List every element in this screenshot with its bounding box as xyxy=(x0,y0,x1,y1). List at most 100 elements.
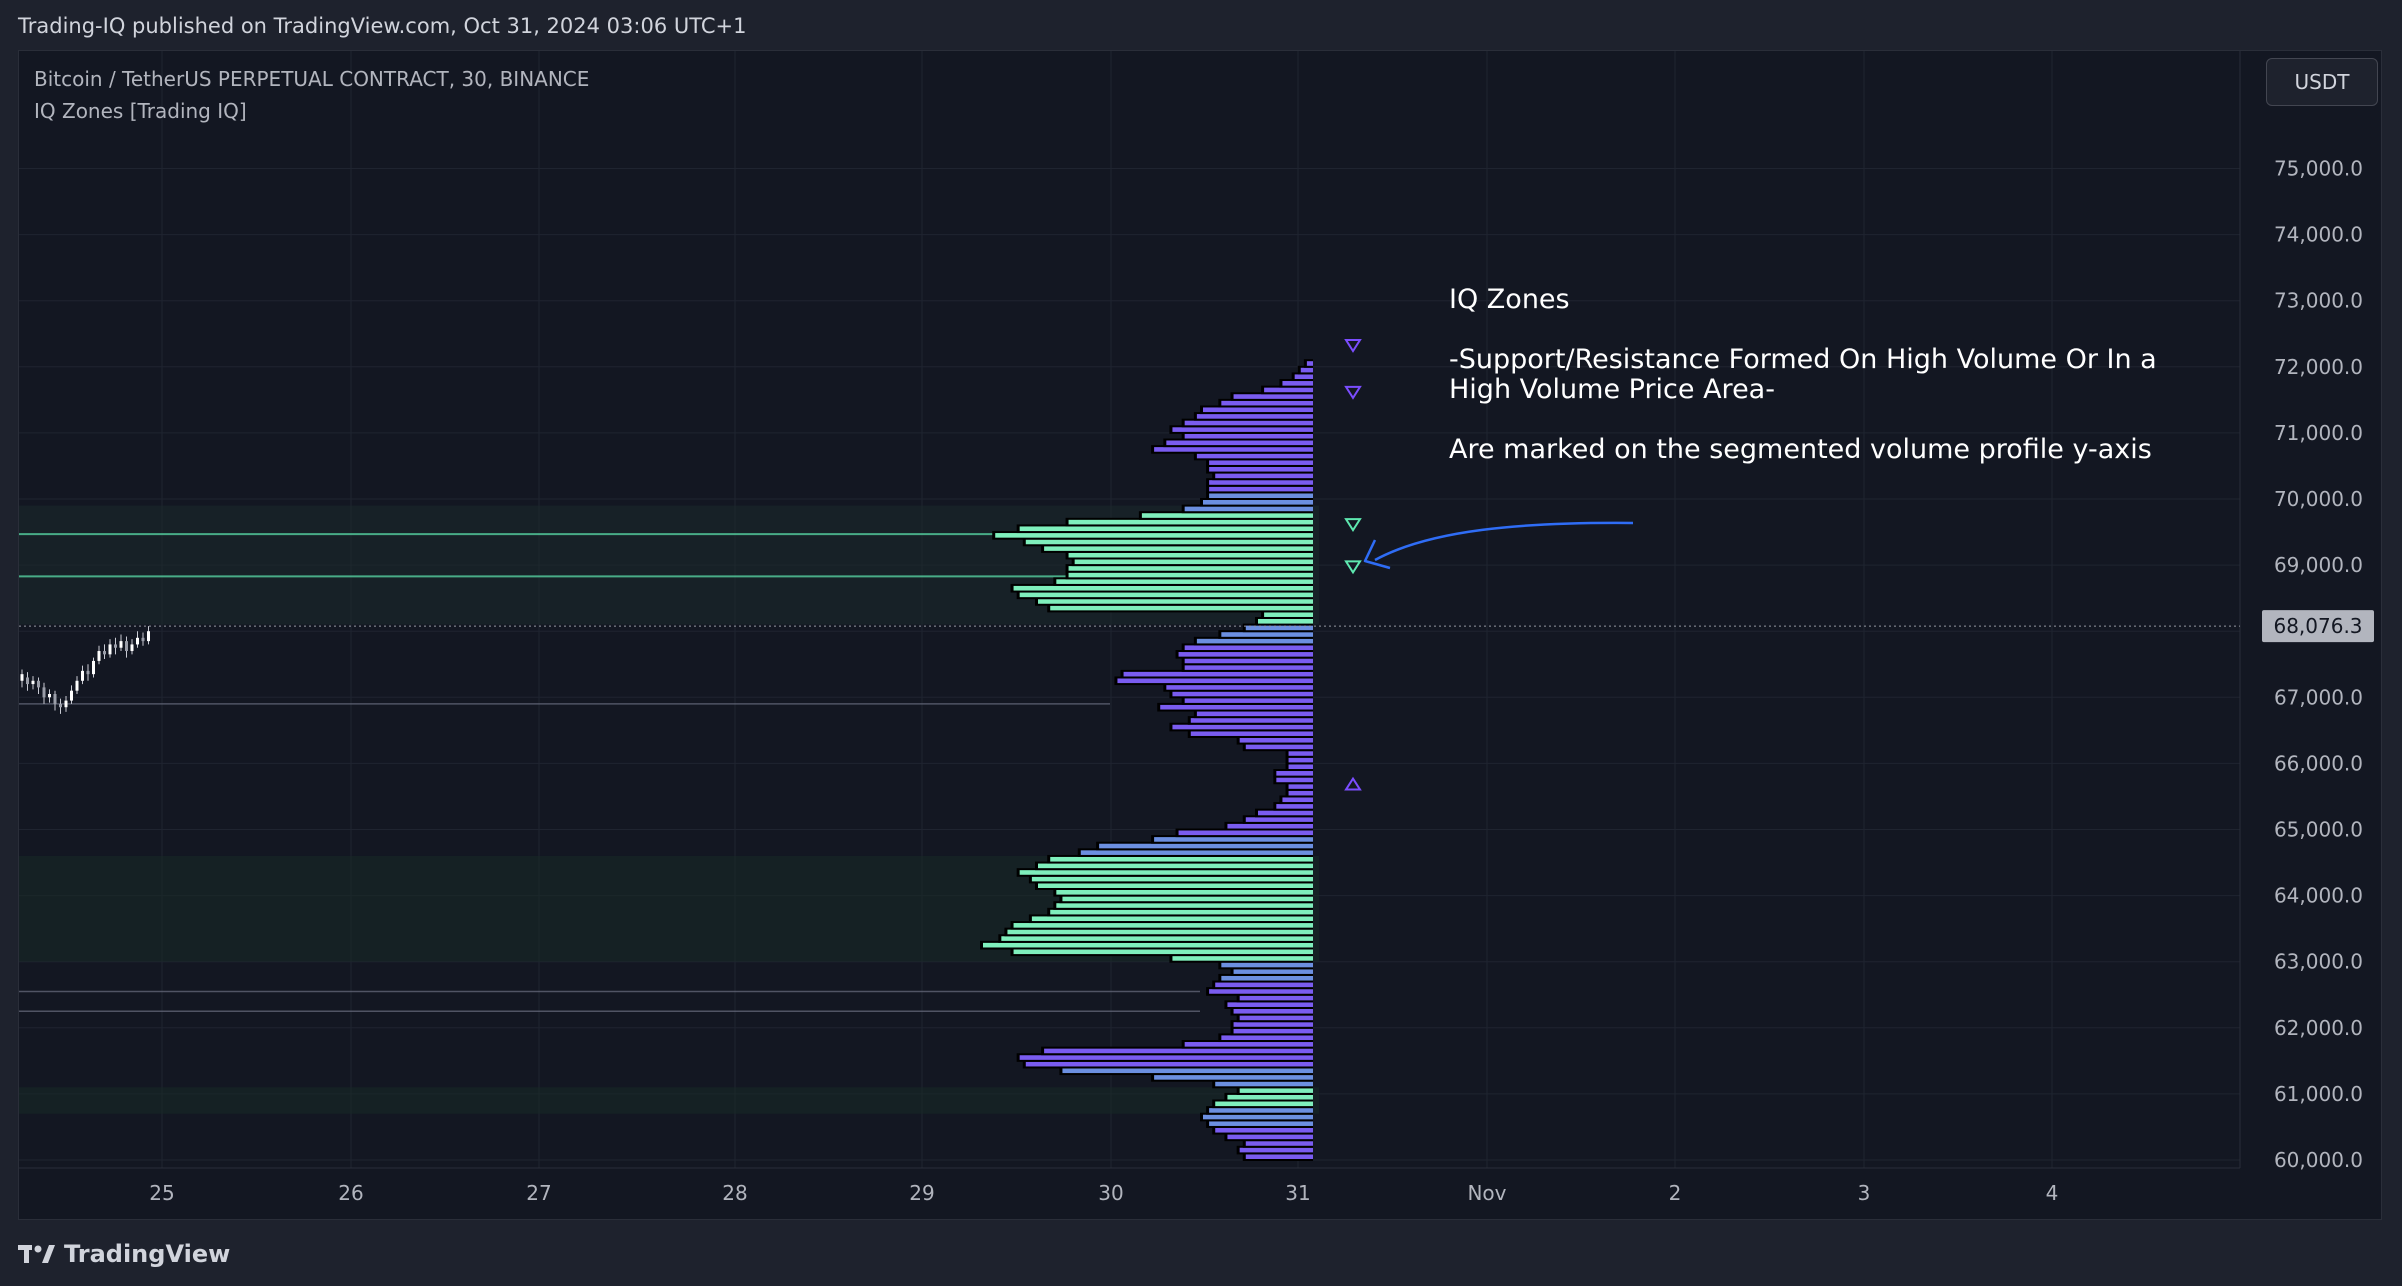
profile-bar xyxy=(1190,718,1313,723)
profile-bar xyxy=(1221,962,1313,968)
time-tick-label: 31 xyxy=(1285,1181,1310,1205)
profile-bar xyxy=(1264,387,1313,393)
zone-marker-4 xyxy=(1344,776,1362,791)
profile-bar xyxy=(1184,665,1313,670)
zone-marker-1 xyxy=(1344,385,1362,400)
profile-bar xyxy=(1074,559,1313,565)
zone-band-2 xyxy=(19,1087,1319,1114)
profile-bar xyxy=(1154,1075,1313,1080)
profile-bar xyxy=(1184,698,1313,703)
profile-bar xyxy=(1068,552,1313,558)
annotation-line-2: Are marked on the segmented volume profi… xyxy=(1449,434,2152,465)
candle-body xyxy=(86,670,90,675)
time-tick-label: 26 xyxy=(338,1181,363,1205)
profile-bar xyxy=(1166,685,1313,690)
profile-bar xyxy=(1215,1101,1313,1107)
price-tick-label: 66,000.0 xyxy=(2274,751,2363,775)
candle-body xyxy=(141,637,145,642)
indicator-title[interactable]: IQ Zones [Trading IQ] xyxy=(34,99,247,123)
profile-bar xyxy=(1203,407,1313,413)
candle-body xyxy=(70,690,73,701)
profile-bar xyxy=(1282,797,1313,803)
candle-body xyxy=(147,631,150,642)
profile-bar xyxy=(1172,691,1313,697)
profile-bar xyxy=(1203,500,1313,505)
price-tick-label: 67,000.0 xyxy=(2274,685,2363,709)
profile-bar xyxy=(1209,1108,1313,1113)
tradingview-logo[interactable]: TradingView xyxy=(18,1240,230,1268)
candle-body xyxy=(92,660,95,675)
candle-body xyxy=(103,651,106,655)
profile-bar xyxy=(1172,956,1313,961)
profile-bar xyxy=(1306,361,1313,366)
time-tick-label: Nov xyxy=(1467,1181,1506,1205)
candle-body xyxy=(37,680,40,688)
profile-bar xyxy=(1245,1154,1313,1159)
profile-bar xyxy=(1239,1088,1313,1093)
profile-bar xyxy=(1288,790,1313,796)
profile-bar xyxy=(1258,810,1313,816)
profile-bar xyxy=(1288,764,1313,770)
profile-bar xyxy=(1038,883,1313,888)
profile-bar xyxy=(1062,1068,1313,1074)
time-tick-label: 3 xyxy=(1858,1181,1871,1205)
current-price-label: 68,076.3 xyxy=(2273,614,2362,638)
profile-bar xyxy=(1233,1008,1313,1014)
profile-bar xyxy=(1288,784,1313,789)
zone-marker-3 xyxy=(1344,560,1362,575)
time-tick-label: 30 xyxy=(1098,1181,1123,1205)
candle-body xyxy=(108,644,112,655)
candle-body xyxy=(81,670,84,681)
top-bar: Trading-IQ published on TradingView.com,… xyxy=(0,0,2402,50)
chart-canvas[interactable]: 60,000.0 61,000.0 62,000.0 63,000.0 64,000.0… xyxy=(0,0,2402,1222)
profile-bar xyxy=(1031,916,1313,922)
profile-bar xyxy=(1044,546,1313,551)
profile-bar xyxy=(1013,923,1313,928)
profile-bar xyxy=(1245,817,1313,822)
profile-bar xyxy=(1007,929,1313,935)
candle-body xyxy=(20,674,24,681)
price-tick-label: 69,000.0 xyxy=(2274,553,2363,577)
profile-bar xyxy=(1031,876,1313,882)
profile-bar xyxy=(1019,1055,1313,1060)
profile-bar xyxy=(1209,486,1313,492)
profile-bar xyxy=(1178,652,1313,657)
profile-bar xyxy=(1172,427,1313,432)
currency-button[interactable]: USDT xyxy=(2266,58,2378,106)
zone-marker-0 xyxy=(1344,338,1362,353)
profile-bar xyxy=(995,533,1313,538)
profile-bar xyxy=(1209,466,1313,472)
profile-bar xyxy=(1276,777,1313,783)
profile-bar xyxy=(1245,744,1313,750)
current-price-box xyxy=(2262,610,2374,643)
symbol-title[interactable]: Bitcoin / TetherUS PERPETUAL CONTRACT, 3… xyxy=(34,67,590,91)
arrow-shaft xyxy=(1374,521,1634,562)
profile-bar xyxy=(1239,1147,1313,1153)
profile-bar xyxy=(1209,493,1313,498)
profile-bar xyxy=(1184,433,1313,439)
profile-bar xyxy=(1227,1002,1313,1007)
profile-bar xyxy=(1184,1042,1313,1047)
profile-bar xyxy=(1160,704,1313,710)
profile-bar xyxy=(1013,585,1313,591)
profile-bar xyxy=(1166,440,1313,446)
profile-bar xyxy=(1221,632,1313,637)
profile-bar xyxy=(1038,863,1313,869)
time-tick-label: 2 xyxy=(1669,1181,1682,1205)
price-tick-label: 70,000.0 xyxy=(2274,487,2363,511)
published-info: Trading-IQ published on TradingView.com,… xyxy=(18,14,747,38)
profile-bar xyxy=(1239,1015,1313,1021)
price-axis[interactable]: 60,000.0 61,000.0 62,000.0 63,000.0 64,000.0… xyxy=(2239,51,2363,1172)
price-tick-label: 73,000.0 xyxy=(2274,289,2363,313)
chart-frame[interactable] xyxy=(18,50,2382,1220)
time-axis[interactable]: 25 26 27 28 29 30 31 Nov 2 3 4 xyxy=(19,1167,2240,1205)
profile-bar xyxy=(1068,572,1313,578)
profile-bar xyxy=(1056,903,1313,908)
zone-marker-2 xyxy=(1344,518,1362,532)
profile-bar xyxy=(1117,678,1313,684)
candle-body xyxy=(31,680,35,685)
profile-bar xyxy=(1209,1121,1313,1126)
profile-bar xyxy=(1050,909,1313,915)
profile-bar xyxy=(1300,367,1313,373)
price-tick-label: 62,000.0 xyxy=(2274,1016,2363,1040)
